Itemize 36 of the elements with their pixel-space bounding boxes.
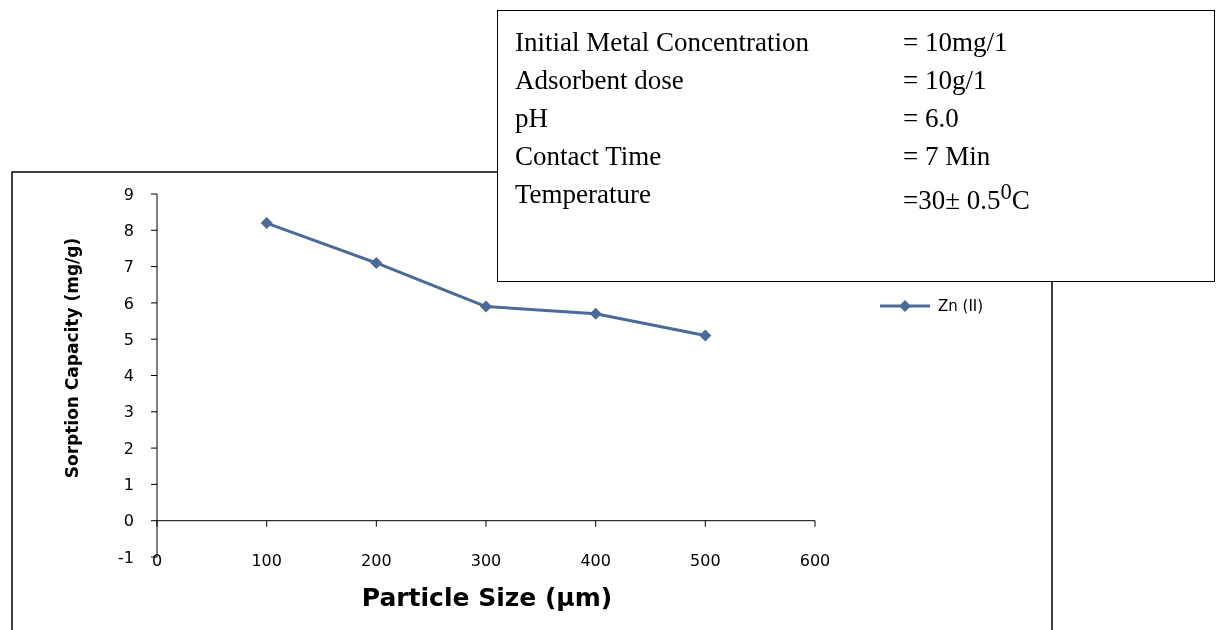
point bbox=[480, 300, 492, 313]
x-tick-label: 300 bbox=[470, 551, 502, 570]
x-tick-label: 200 bbox=[361, 551, 392, 570]
annotation: Temperature bbox=[515, 179, 652, 209]
y-tick-label: 2 bbox=[123, 438, 134, 458]
point bbox=[370, 256, 383, 269]
x-tick-label: 0 bbox=[151, 551, 163, 570]
text: Contact Time bbox=[515, 141, 662, 171]
legend-label: Zn (II) bbox=[938, 297, 984, 316]
text: = 10mg/1 bbox=[903, 27, 1008, 58]
text: = 6.0 bbox=[903, 103, 959, 134]
x-tick-label: 400 bbox=[580, 551, 611, 570]
text: = 7 Min bbox=[903, 141, 991, 172]
y-tick-label: 8 bbox=[123, 220, 134, 240]
y-tick-label: 3 bbox=[123, 402, 134, 422]
point bbox=[589, 307, 602, 320]
text: =30± 0.5$^{0}$C bbox=[903, 179, 1030, 216]
text: pH bbox=[515, 103, 548, 133]
y-tick-label: 0 bbox=[123, 511, 134, 531]
y-tick-label: 9 bbox=[123, 184, 134, 204]
y-tick-label: 4 bbox=[123, 366, 134, 386]
text: Adsorbent dose bbox=[515, 65, 684, 95]
text: = 10g/1 bbox=[903, 65, 987, 96]
x-axis-title: Particle Size (μm) bbox=[361, 583, 613, 612]
y-tick-label: 7 bbox=[123, 257, 134, 277]
y-tick-label: 1 bbox=[123, 475, 134, 494]
y-axis-title: Sorption Capacity (mg/g) bbox=[62, 237, 82, 479]
y-tick-label: 5 bbox=[123, 329, 134, 349]
y-tick-label: 6 bbox=[123, 293, 134, 313]
x-tick-label: 500 bbox=[690, 551, 721, 570]
x-tick-label: 600 bbox=[799, 551, 831, 570]
text: Initial Metal Concentration bbox=[515, 27, 809, 57]
point bbox=[699, 329, 712, 342]
x-tick-label: 100 bbox=[251, 551, 282, 570]
y-tick-label: -1 bbox=[118, 547, 134, 567]
point bbox=[260, 217, 273, 230]
